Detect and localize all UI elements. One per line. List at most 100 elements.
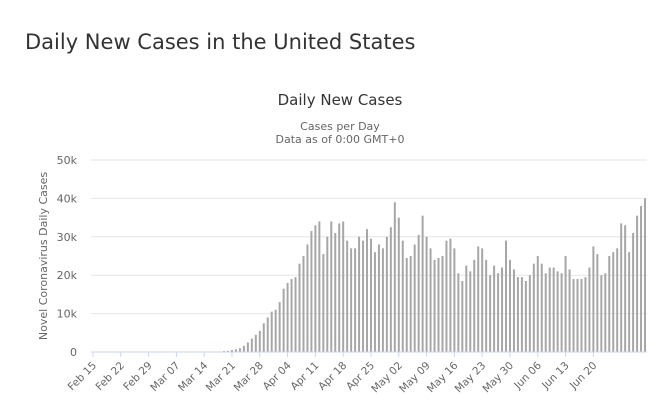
bar[interactable] [278,302,281,352]
bar[interactable] [445,240,448,352]
bar[interactable] [568,269,571,352]
bar[interactable] [405,257,408,352]
bar[interactable] [262,323,265,352]
bar[interactable] [286,282,289,352]
bar[interactable] [544,273,547,352]
bar[interactable] [338,223,341,352]
bar[interactable] [254,334,257,352]
bar[interactable] [358,236,361,352]
bar[interactable] [477,246,480,352]
bar[interactable] [453,248,456,352]
bar[interactable] [290,279,293,352]
bar[interactable] [294,277,297,352]
bar[interactable] [501,267,504,352]
bar[interactable] [381,248,384,352]
bar[interactable] [624,225,627,352]
bar[interactable] [266,317,269,352]
bar[interactable] [560,273,563,352]
bar[interactable] [429,248,432,352]
bar[interactable] [508,259,511,352]
bar[interactable] [334,232,337,352]
bar[interactable] [310,231,313,352]
bar[interactable] [552,267,555,352]
bar[interactable] [465,265,468,352]
bar[interactable] [564,256,567,352]
bar[interactable] [580,279,583,352]
bar[interactable] [397,217,400,352]
bar[interactable] [354,248,357,352]
bar[interactable] [230,350,233,352]
bar[interactable] [322,254,325,352]
bar[interactable] [524,280,527,352]
bar[interactable] [417,234,420,352]
bar[interactable] [485,259,488,352]
bar[interactable] [342,221,345,352]
bar[interactable] [401,240,404,352]
bar[interactable] [246,342,249,352]
bar[interactable] [437,257,440,352]
bar[interactable] [520,277,523,352]
bar[interactable] [592,246,595,352]
bar[interactable] [588,267,591,352]
bar[interactable] [572,279,575,352]
bar[interactable] [234,349,237,352]
bar[interactable] [377,244,380,352]
bar[interactable] [497,273,500,352]
bar[interactable] [604,273,607,352]
bar[interactable] [489,275,492,352]
bar[interactable] [385,236,388,352]
bar[interactable] [270,311,273,352]
bar[interactable] [628,252,631,352]
bar[interactable] [362,240,365,352]
bar[interactable] [616,248,619,352]
bar[interactable] [413,244,416,352]
bar[interactable] [536,256,539,352]
bar[interactable] [282,288,285,352]
bar[interactable] [318,221,321,352]
bar[interactable] [632,232,635,352]
bar[interactable] [505,240,508,352]
bar[interactable] [330,221,333,352]
bar[interactable] [441,256,444,352]
bar[interactable] [473,259,476,352]
bar[interactable] [433,259,436,352]
bar[interactable] [326,236,329,352]
bar[interactable] [528,275,531,352]
bar[interactable] [556,271,559,352]
bar[interactable] [600,275,603,352]
bar[interactable] [584,277,587,352]
bar[interactable] [457,273,460,352]
bar[interactable] [258,330,261,352]
bar[interactable] [481,248,484,352]
bar[interactable] [512,269,515,352]
bar[interactable] [548,267,551,352]
bar[interactable] [540,263,543,352]
bar[interactable] [636,215,639,352]
bar[interactable] [302,256,305,352]
bar[interactable] [314,225,317,352]
bar[interactable] [373,252,376,352]
bar[interactable] [298,263,301,352]
bar[interactable] [350,248,353,352]
bar[interactable] [532,263,535,352]
bar[interactable] [366,229,369,352]
bar[interactable] [306,244,309,352]
bar[interactable] [393,202,396,352]
bar[interactable] [612,252,615,352]
bar[interactable] [469,271,472,352]
bar[interactable] [608,256,611,352]
bar[interactable] [238,348,241,352]
bar[interactable] [250,338,253,352]
bar[interactable] [274,309,277,352]
bar[interactable] [346,240,349,352]
bar[interactable] [449,238,452,352]
bar[interactable] [576,279,579,352]
bar[interactable] [242,345,245,352]
bar[interactable] [425,236,428,352]
bar[interactable] [461,280,464,352]
bar[interactable] [389,227,392,352]
bar[interactable] [493,265,496,352]
bar[interactable] [640,206,643,352]
bar[interactable] [409,256,412,352]
bar[interactable] [644,198,647,352]
